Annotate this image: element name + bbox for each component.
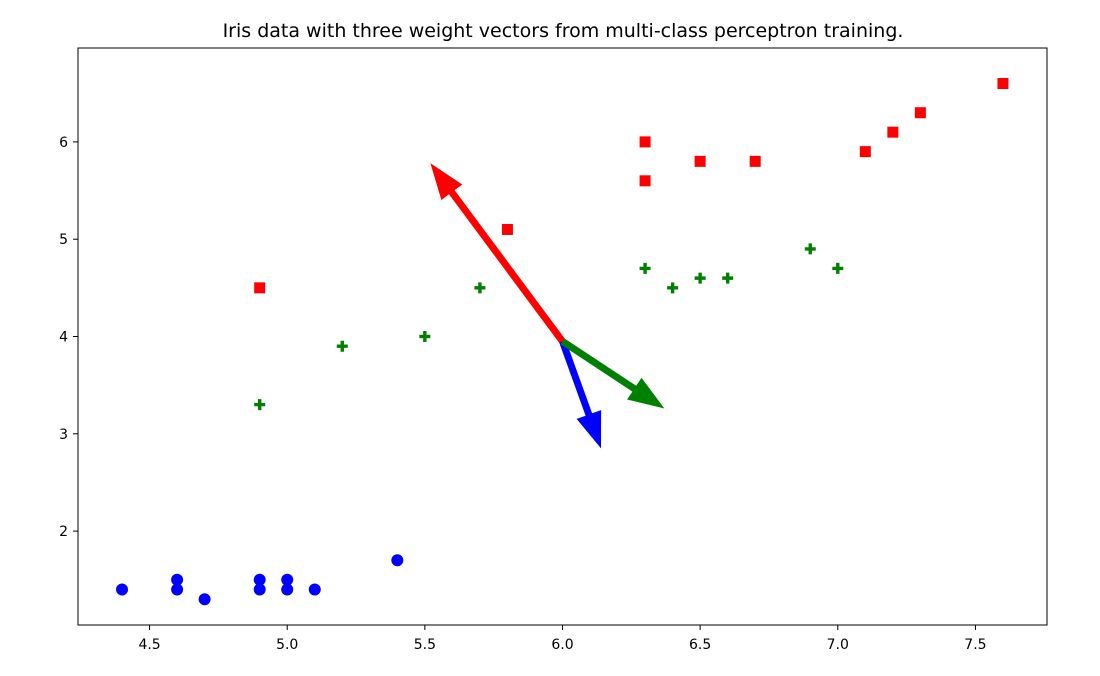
data-point-square xyxy=(997,78,1009,90)
data-point-square xyxy=(859,146,871,158)
data-point-plus xyxy=(254,399,266,411)
data-point-plus xyxy=(474,282,486,294)
data-point-circle xyxy=(171,583,184,596)
data-point-circle xyxy=(308,583,321,596)
weight-vector-arrow xyxy=(430,163,566,344)
data-point-square xyxy=(749,155,761,167)
data-point-circle xyxy=(281,583,294,596)
chart-title: Iris data with three weight vectors from… xyxy=(223,20,904,42)
x-tick-label: 4.5 xyxy=(138,637,160,653)
data-point-circle xyxy=(281,573,294,586)
y-tick-label: 6 xyxy=(59,135,68,151)
weight-vectors xyxy=(430,163,665,449)
x-tick-label: 7.5 xyxy=(964,637,986,653)
data-point-plus xyxy=(804,243,816,255)
data-point-circle xyxy=(171,573,184,586)
data-point-plus xyxy=(832,262,844,274)
y-tick-label: 3 xyxy=(59,427,68,443)
data-point-circle xyxy=(253,573,266,586)
weight-vector-arrow xyxy=(560,338,665,409)
axes: 4.5 5.0 5.5 6.0 6.5 7.0 7.5 2 3 4 5 6 xyxy=(59,47,1048,653)
y-tick-label: 5 xyxy=(59,232,68,248)
data-point-circle xyxy=(116,583,129,596)
data-point-circle xyxy=(198,593,211,606)
data-points xyxy=(116,78,1009,606)
data-point-plus xyxy=(419,331,431,342)
data-point-square xyxy=(254,282,266,294)
y-tick-label: 4 xyxy=(59,330,68,346)
x-tick-label: 6.5 xyxy=(689,637,711,653)
x-tick-label: 5.0 xyxy=(276,637,298,653)
data-point-plus xyxy=(722,272,734,284)
data-point-plus xyxy=(694,272,706,284)
x-tick-label: 6.0 xyxy=(551,637,573,653)
data-point-square xyxy=(887,126,899,138)
data-point-square xyxy=(914,107,926,119)
x-tick-label: 7.0 xyxy=(827,637,849,653)
y-tick-label: 2 xyxy=(59,524,68,540)
data-point-square xyxy=(639,175,651,187)
data-point-circle xyxy=(391,554,404,567)
data-point-square xyxy=(501,223,513,235)
data-point-square xyxy=(694,155,706,167)
x-tick-label: 5.5 xyxy=(414,637,436,653)
data-point-plus xyxy=(667,282,679,294)
data-point-plus xyxy=(639,262,651,274)
weight-vector-arrow xyxy=(559,340,602,449)
data-point-circle xyxy=(253,583,266,596)
data-point-square xyxy=(639,136,651,148)
data-point-plus xyxy=(336,340,348,352)
